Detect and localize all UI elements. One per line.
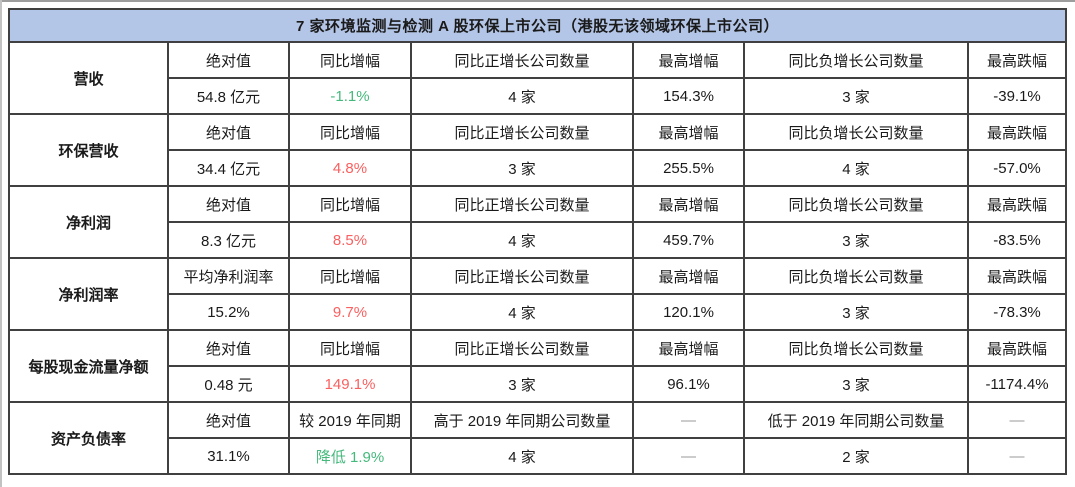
metric-value-cell: 9.7% <box>288 293 412 331</box>
metric-label-cell: 同比负增长公司数量 <box>743 185 969 223</box>
metric-value-cell: 3 家 <box>410 149 634 187</box>
metric-value-cell: 降低 1.9% <box>288 437 412 475</box>
metric-label-cell: 最高跌幅 <box>967 113 1067 151</box>
metric-value-cell: 3 家 <box>410 365 634 403</box>
metric-label-cell: 同比正增长公司数量 <box>410 185 634 223</box>
metric-label-cell: 绝对值 <box>167 185 290 223</box>
metric-value-cell: 96.1% <box>632 365 745 403</box>
metric-label-cell: 低于 2019 年同期公司数量 <box>743 401 969 439</box>
metric-value-cell: -1.1% <box>288 77 412 115</box>
metric-label-cell: 同比负增长公司数量 <box>743 113 969 151</box>
metric-value-cell: 4 家 <box>743 149 969 187</box>
table-row: 营收 绝对值 同比增幅 同比正增长公司数量 最高增幅 同比负增长公司数量 最高跌… <box>8 41 1067 115</box>
table-row: 8.3 亿元 8.5% 4 家 459.7% 3 家 -83.5% <box>9 221 1067 259</box>
metric-label-cell: 同比正增长公司数量 <box>410 257 634 295</box>
metric-label-cell: 同比负增长公司数量 <box>743 41 969 79</box>
table-row: 54.8 亿元 -1.1% 4 家 154.3% 3 家 -39.1% <box>9 77 1067 115</box>
metric-label-cell: 最高跌幅 <box>967 329 1067 367</box>
category-cell: 环保营收 <box>8 113 169 187</box>
metric-label-cell: 绝对值 <box>167 401 290 439</box>
metric-label-cell: 同比增幅 <box>288 113 412 151</box>
metric-value-cell: 120.1% <box>632 293 745 331</box>
table-row: 0.48 元 149.1% 3 家 96.1% 3 家 -1174.4% <box>9 365 1067 403</box>
metric-value-cell: -83.5% <box>967 221 1067 259</box>
metric-value-cell: 2 家 <box>743 437 969 475</box>
metric-label-cell: 绝对值 <box>167 329 290 367</box>
table-row: 净利润 绝对值 同比增幅 同比正增长公司数量 最高增幅 同比负增长公司数量 最高… <box>8 185 1067 259</box>
category-cell: 净利润 <box>8 185 169 259</box>
metric-label-cell: 同比正增长公司数量 <box>410 113 634 151</box>
metric-label-cell: 最高跌幅 <box>967 257 1067 295</box>
metric-value-cell: 3 家 <box>743 293 969 331</box>
table-row: 净利润率 平均净利润率 同比增幅 同比正增长公司数量 最高增幅 同比负增长公司数… <box>8 257 1067 331</box>
metric-label-cell: 绝对值 <box>167 41 290 79</box>
metric-value-cell: -1174.4% <box>967 365 1067 403</box>
table-row: 34.4 亿元 4.8% 3 家 255.5% 4 家 -57.0% <box>9 149 1067 187</box>
metric-value-cell: — <box>632 437 745 475</box>
metric-label-cell: 最高跌幅 <box>967 185 1067 223</box>
metric-value-cell: 15.2% <box>167 293 290 331</box>
metric-value-cell: 34.4 亿元 <box>167 149 290 187</box>
category-cell: 每股现金流量净额 <box>8 329 169 403</box>
metric-value-cell: 0.48 元 <box>167 365 290 403</box>
metric-label-cell: 较 2019 年同期 <box>288 401 412 439</box>
table-row: 31.1% 降低 1.9% 4 家 — 2 家 — <box>9 437 1067 475</box>
metric-value-cell: 3 家 <box>743 77 969 115</box>
metric-value-cell: -78.3% <box>967 293 1067 331</box>
metric-label-cell: 最高增幅 <box>632 185 745 223</box>
metric-label-cell: 最高跌幅 <box>967 41 1067 79</box>
metric-label-cell: 同比增幅 <box>288 185 412 223</box>
metric-label-cell: 同比增幅 <box>288 329 412 367</box>
table-title: 7 家环境监测与检测 A 股环保上市公司（港股无该领域环保上市公司） <box>8 8 1067 43</box>
category-cell: 净利润率 <box>8 257 169 331</box>
metric-label-cell: 最高增幅 <box>632 257 745 295</box>
metric-label-cell: 同比增幅 <box>288 41 412 79</box>
metric-label-cell: 同比负增长公司数量 <box>743 329 969 367</box>
metric-label-cell: — <box>967 401 1067 439</box>
metric-label-cell: 同比增幅 <box>288 257 412 295</box>
metric-value-cell: 4 家 <box>410 221 634 259</box>
table-row: 每股现金流量净额 绝对值 同比增幅 同比正增长公司数量 最高增幅 同比负增长公司… <box>8 329 1067 403</box>
table-row: 环保营收 绝对值 同比增幅 同比正增长公司数量 最高增幅 同比负增长公司数量 最… <box>8 113 1067 187</box>
metric-label-cell: 最高增幅 <box>632 329 745 367</box>
metric-value-cell: 54.8 亿元 <box>167 77 290 115</box>
table-title-row: 7 家环境监测与检测 A 股环保上市公司（港股无该领域环保上市公司） <box>8 8 1067 43</box>
metric-label-cell: 高于 2019 年同期公司数量 <box>410 401 634 439</box>
metric-value-cell: 3 家 <box>743 365 969 403</box>
metric-label-cell: 同比正增长公司数量 <box>410 329 634 367</box>
metric-value-cell: 3 家 <box>743 221 969 259</box>
metric-value-cell: 31.1% <box>167 437 290 475</box>
metric-label-cell: 平均净利润率 <box>167 257 290 295</box>
metric-label-cell: 绝对值 <box>167 113 290 151</box>
left-edge-divider <box>0 0 2 487</box>
metric-label-cell: — <box>632 401 745 439</box>
category-cell: 资产负债率 <box>8 401 169 475</box>
metric-label-cell: 同比负增长公司数量 <box>743 257 969 295</box>
metric-value-cell: 255.5% <box>632 149 745 187</box>
metric-value-cell: 4 家 <box>410 77 634 115</box>
metric-label-cell: 同比正增长公司数量 <box>410 41 634 79</box>
metric-label-cell: 最高增幅 <box>632 113 745 151</box>
metric-value-cell: -57.0% <box>967 149 1067 187</box>
metric-value-cell: 8.3 亿元 <box>167 221 290 259</box>
metric-value-cell: 4 家 <box>410 437 634 475</box>
metric-value-cell: 154.3% <box>632 77 745 115</box>
metric-value-cell: 459.7% <box>632 221 745 259</box>
financial-summary-table: 7 家环境监测与检测 A 股环保上市公司（港股无该领域环保上市公司） 营收 绝对… <box>8 8 1067 475</box>
top-edge-divider <box>0 0 1075 2</box>
metric-value-cell: — <box>967 437 1067 475</box>
metric-label-cell: 最高增幅 <box>632 41 745 79</box>
table-row: 资产负债率 绝对值 较 2019 年同期 高于 2019 年同期公司数量 — 低… <box>8 401 1067 475</box>
table-row: 15.2% 9.7% 4 家 120.1% 3 家 -78.3% <box>9 293 1067 331</box>
metric-value-cell: 149.1% <box>288 365 412 403</box>
metric-value-cell: 4.8% <box>288 149 412 187</box>
metric-value-cell: -39.1% <box>967 77 1067 115</box>
metric-value-cell: 4 家 <box>410 293 634 331</box>
metric-value-cell: 8.5% <box>288 221 412 259</box>
category-cell: 营收 <box>8 41 169 115</box>
